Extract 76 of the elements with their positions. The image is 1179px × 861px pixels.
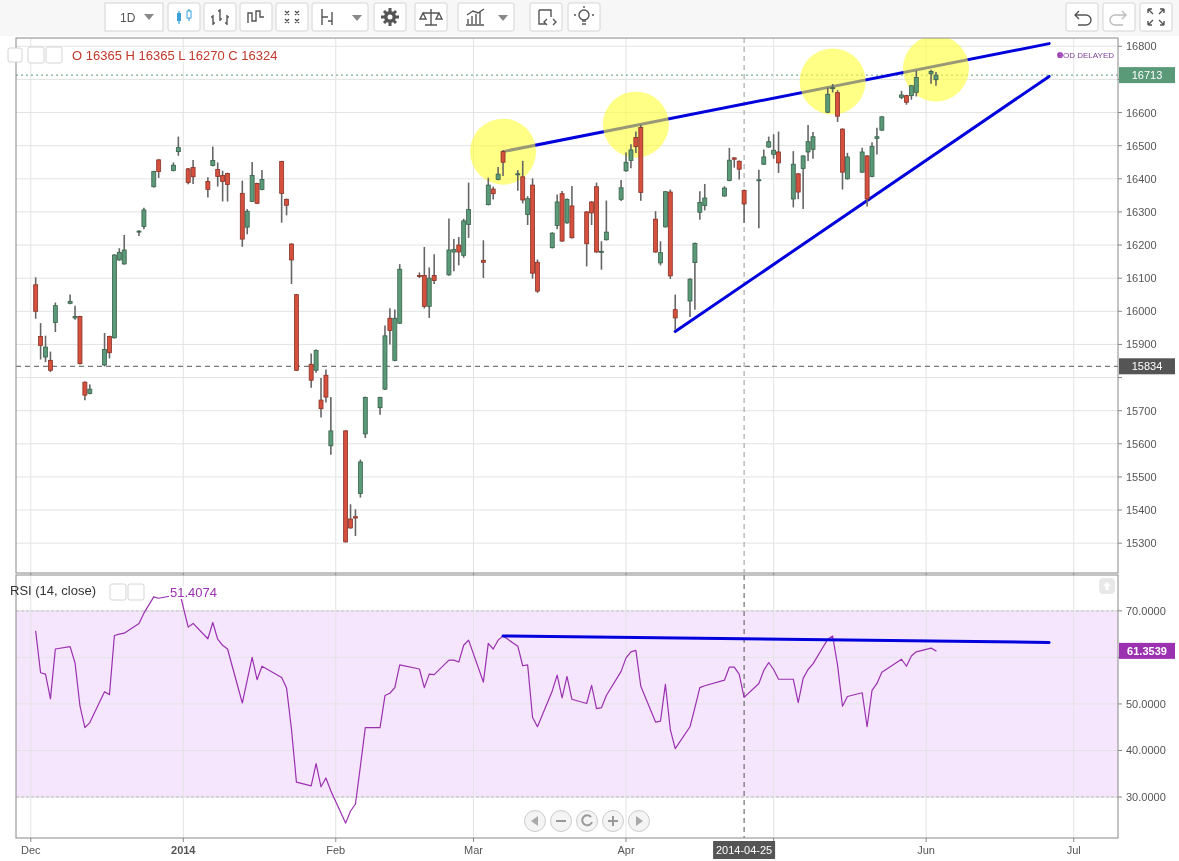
- ref-line-label: 16713: [1131, 69, 1163, 82]
- y-tick-label: 15700: [1126, 404, 1157, 417]
- candlestick: [328, 396, 334, 455]
- candlestick: [697, 191, 703, 220]
- x-tick-label: Jun: [917, 844, 936, 856]
- y-tick-label: 16200: [1126, 239, 1157, 252]
- candlestick: [72, 305, 78, 320]
- candlestick: [244, 209, 250, 235]
- y-tick-label: 16600: [1126, 106, 1157, 119]
- candlestick: [121, 234, 127, 265]
- x-tick-label: Mar: [464, 844, 484, 856]
- x-tick-label: Dec: [20, 844, 42, 856]
- candlestick: [825, 87, 831, 113]
- candlestick: [658, 241, 663, 266]
- candlestick: [205, 177, 211, 198]
- text: O 16365 H 16365 L 16270 C 16324: [72, 48, 278, 63]
- candlestick: [190, 160, 196, 184]
- candlestick: [726, 147, 732, 182]
- candlestick: [43, 335, 48, 363]
- candlestick: [672, 294, 678, 331]
- y-tick-label: 15400: [1126, 504, 1157, 517]
- candlestick: [107, 335, 112, 359]
- y-tick-label: 16100: [1126, 272, 1157, 285]
- candlestick: [136, 230, 142, 236]
- y-tick-label: 15500: [1126, 470, 1157, 483]
- candlestick: [210, 146, 216, 167]
- y-tick-label: 16300: [1126, 205, 1157, 218]
- candlestick: [731, 157, 737, 168]
- y-tick-label: 16000: [1126, 305, 1157, 318]
- y-tick-label: 15900: [1126, 338, 1157, 351]
- candlestick: [254, 182, 260, 205]
- candlestick: [603, 200, 609, 241]
- ref-line-label: 2014-04-25: [715, 844, 773, 856]
- x-tick-label: Apr: [617, 844, 635, 856]
- candlestick: [259, 170, 265, 191]
- candlestick: [741, 189, 747, 223]
- candlestick: [215, 162, 221, 187]
- candlestick: [52, 302, 58, 332]
- candlestick: [289, 243, 294, 284]
- candlestick: [756, 169, 762, 229]
- y-tick-label: 15600: [1126, 437, 1157, 450]
- candlestick: [141, 207, 147, 230]
- ref-line-label: 15834: [1131, 360, 1163, 373]
- candlestick: [38, 323, 43, 360]
- text: RSI (14, close): [10, 583, 96, 598]
- candlestick: [102, 333, 107, 367]
- x-tick-label: Jul: [1066, 844, 1081, 856]
- y-tick-label: 30.0000: [1126, 791, 1166, 804]
- candlestick: [308, 353, 314, 388]
- candlestick: [500, 150, 506, 176]
- candlestick: [859, 147, 865, 173]
- y-tick-label: 16500: [1126, 139, 1157, 152]
- y-tick-label: 50.0000: [1126, 697, 1166, 710]
- y-tick-label: 70.0000: [1126, 604, 1166, 617]
- candlestick: [387, 308, 393, 345]
- x-tick-label: 2014: [171, 844, 197, 856]
- text: 1D: [120, 11, 136, 25]
- candlestick: [67, 294, 73, 305]
- x-tick-label: Feb: [326, 844, 346, 856]
- candlestick: [431, 254, 437, 284]
- candlestick: [515, 170, 521, 191]
- y-tick-label: 16400: [1126, 172, 1157, 185]
- candlestick: [480, 240, 486, 278]
- candlestick: [599, 241, 604, 270]
- candlestick: [845, 152, 850, 180]
- y-tick-label: 16800: [1126, 40, 1157, 53]
- text: 61.3539: [1127, 644, 1167, 657]
- y-tick-label: 15300: [1126, 537, 1157, 550]
- candlestick: [520, 160, 526, 204]
- candlestick: [771, 134, 777, 159]
- candlestick: [618, 179, 624, 202]
- candlestick: [485, 177, 491, 206]
- candlestick: [48, 351, 53, 373]
- y-tick-label: 40.0000: [1126, 744, 1166, 757]
- candlestick: [835, 90, 840, 122]
- candlestick: [776, 131, 781, 173]
